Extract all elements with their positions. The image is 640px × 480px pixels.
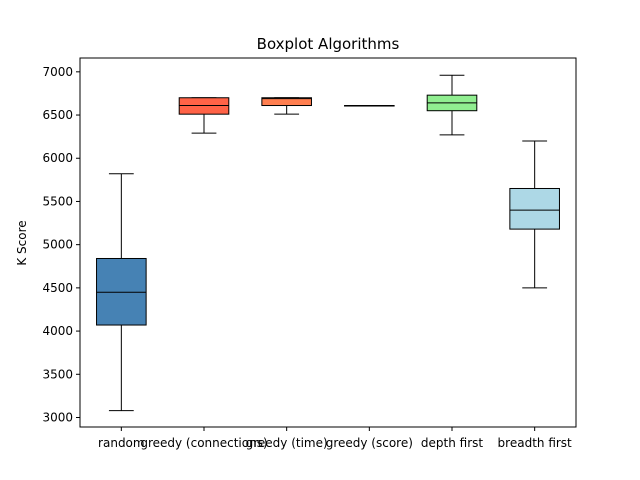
y-tick-label: 5500 (42, 194, 73, 208)
chart-title: Boxplot Algorithms (257, 35, 400, 53)
y-tick-label: 7000 (42, 65, 73, 79)
x-tick-label: random (98, 436, 145, 450)
y-axis-ticks: 3000 3500 4000 4500 5000 5500 6000 6500 7000 (42, 65, 80, 424)
box-iqr (261, 97, 312, 107)
x-tick-label: greedy (connections) (140, 436, 267, 450)
y-tick-label: 4000 (42, 324, 73, 338)
y-tick-label: 6000 (42, 151, 73, 165)
box-5 (509, 140, 560, 289)
box-iqr (509, 187, 560, 230)
y-axis-label: K Score (15, 220, 29, 265)
x-tick-label: greedy (time) (246, 436, 328, 450)
y-tick-label: 3500 (42, 367, 73, 381)
x-tick-label: depth first (421, 436, 483, 450)
x-tick-label: breadth first (498, 436, 573, 450)
box-1 (178, 97, 230, 134)
y-tick-label: 6500 (42, 108, 73, 122)
y-tick-label: 4500 (42, 281, 73, 295)
x-tick-label: greedy (score) (326, 436, 413, 450)
box-4 (426, 74, 478, 136)
box-3 (344, 105, 395, 107)
plot-area-frame (79, 57, 577, 428)
box-0 (96, 173, 147, 412)
y-tick-label: 3000 (42, 410, 73, 424)
box-2 (261, 97, 312, 115)
y-tick-label: 5000 (42, 238, 73, 252)
boxes-group (96, 74, 560, 412)
